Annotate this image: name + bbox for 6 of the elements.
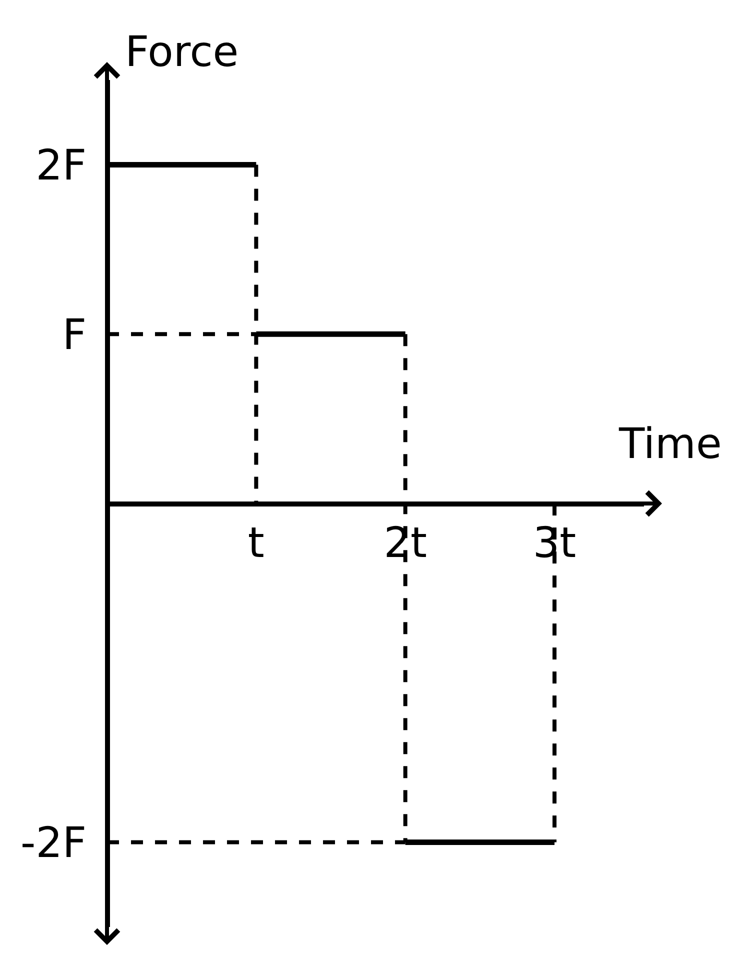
y-axis-title: Force bbox=[125, 27, 239, 76]
x-tick-label: t bbox=[248, 518, 264, 567]
y-tick-label: -2F bbox=[20, 818, 87, 867]
y-tick-label: 2F bbox=[36, 140, 87, 190]
x-axis-title: Time bbox=[618, 419, 722, 468]
y-tick-label: F bbox=[62, 310, 87, 359]
